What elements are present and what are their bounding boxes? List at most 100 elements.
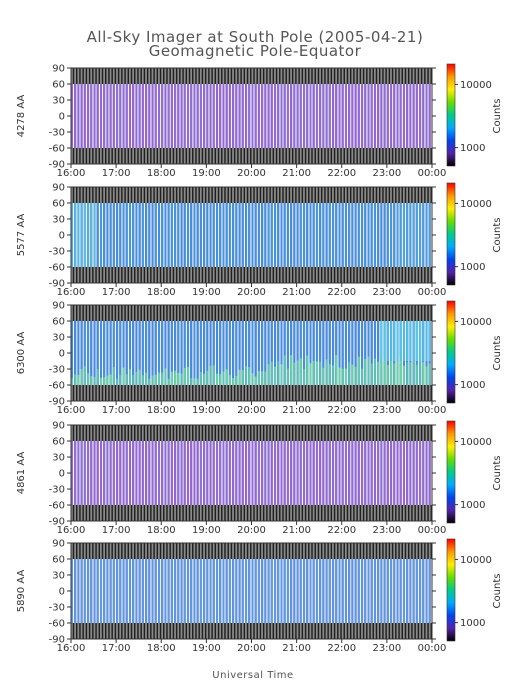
image-stripe [322,203,325,267]
gap-stripe [98,559,101,623]
emission-patch [299,358,302,385]
emission-patch [87,373,90,385]
gap-stripe [102,203,104,267]
image-stripe [228,84,231,148]
gap-stripe [182,321,184,385]
gap-stripe [114,84,117,148]
gap-stripe [375,84,378,148]
image-stripe [264,559,267,623]
gap-stripe [427,321,429,385]
image-stripe [141,441,144,505]
image-stripe [180,441,183,505]
gap-stripe [408,441,410,505]
gap-stripe [353,84,355,148]
emission-patch [367,356,370,385]
image-stripe [190,84,193,148]
image-stripe [112,321,115,385]
image-stripe [77,203,80,267]
gap-stripe [127,559,130,623]
gap-stripe [185,441,188,505]
image-stripe [280,441,283,505]
gap-stripe [134,203,136,267]
gap-stripe [214,84,217,148]
image-stripe [167,321,170,385]
image-stripe [254,441,257,505]
gap-stripe [279,559,281,623]
gap-stripe [372,559,374,623]
gap-stripe [343,321,345,385]
image-stripe [187,203,190,267]
image-stripe [393,84,396,148]
gap-stripe [266,321,268,385]
gap-stripe [366,203,368,267]
image-stripe [199,84,202,148]
gap-stripe [343,559,345,623]
gap-stripe [166,203,168,267]
gap-stripe [372,321,374,385]
image-stripe [377,559,380,623]
gap-stripe [272,321,275,385]
emission-patch [83,366,86,385]
image-stripe [261,203,264,267]
x-tick-label: 16:00 [57,525,86,536]
gap-stripe [95,84,97,148]
image-stripe [141,84,144,148]
colorbar-tick-label: 1000 [460,262,485,273]
image-stripe [280,203,283,267]
gap-stripe [134,321,136,385]
image-stripe [216,441,219,505]
image-stripe [138,203,141,267]
gap-stripe [350,321,352,385]
image-stripe [425,559,428,623]
emission-patch [219,374,222,385]
gap-stripe [308,559,310,623]
emission-patch [164,368,167,385]
image-stripe [90,559,93,623]
emission-patch [422,321,425,361]
gap-stripe [253,203,255,267]
image-stripe [151,559,154,623]
gap-stripe [179,559,181,623]
gap-stripe [176,203,178,267]
image-stripe [344,84,347,148]
image-stripe [306,321,309,385]
image-stripe [290,559,293,623]
gap-stripe [201,441,204,505]
gap-stripe [156,84,159,148]
gap-stripe [317,321,320,385]
gap-stripe [269,559,271,623]
image-stripe [167,441,170,505]
image-stripe [274,321,277,385]
gap-stripe [408,321,410,385]
gap-stripe [85,84,88,148]
image-stripe [87,559,90,623]
image-stripe [100,441,103,505]
gap-stripe [160,441,162,505]
image-stripe [80,441,83,505]
image-stripe [241,84,244,148]
emission-patch [364,358,367,385]
image-stripe [232,321,235,385]
gap-stripe [279,84,281,148]
image-stripe [348,559,351,623]
gap-stripe [195,321,197,385]
x-tick-label: 00:00 [418,525,447,536]
gap-stripe [182,559,184,623]
image-stripe [303,441,306,505]
gap-stripe [76,203,78,267]
image-stripe [158,84,161,148]
gap-stripe [111,559,113,623]
image-stripe [216,321,219,385]
gap-stripe [102,84,104,148]
gap-stripe [379,84,381,148]
gap-stripe [176,441,178,505]
gap-stripe [340,203,342,267]
image-stripe [129,203,132,267]
gap-stripe [72,559,75,623]
gap-stripe [359,441,362,505]
image-stripe [303,321,306,385]
image-stripe [383,84,386,148]
image-stripe [309,321,312,385]
